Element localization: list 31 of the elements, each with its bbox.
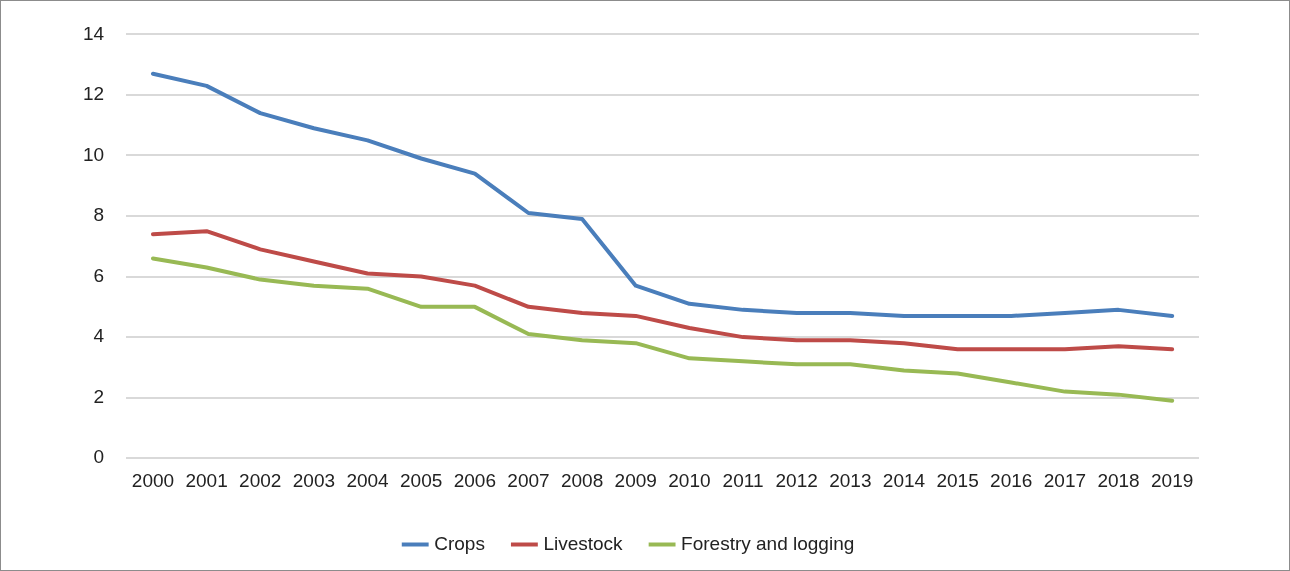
x-tick-label: 2017 (1043, 469, 1087, 491)
x-tick-label: 2018 (1097, 469, 1140, 491)
x-tick-label: 2002 (239, 469, 282, 491)
x-tick-label: 2012 (775, 469, 818, 491)
legend-label: Livestock (543, 532, 624, 554)
x-tick-label: 2015 (936, 469, 979, 491)
y-tick-label: 12 (82, 83, 105, 105)
x-tick-label: 2001 (185, 469, 228, 491)
x-tick-label: 2010 (668, 469, 711, 491)
x-tick-label: 2014 (882, 469, 926, 491)
legend-label: Forestry and logging (681, 532, 855, 554)
y-tick-label: 14 (82, 22, 105, 44)
x-tick-label: 2013 (829, 469, 872, 491)
x-tick-label: 2005 (400, 469, 443, 491)
x-tick-label: 2019 (1151, 469, 1194, 491)
x-tick-label: 2006 (453, 469, 496, 491)
x-tick-label: 2003 (292, 469, 336, 491)
y-tick-label: 10 (82, 143, 105, 165)
x-tick-label: 2007 (507, 469, 550, 491)
x-tick-label: 2000 (131, 469, 175, 491)
y-tick-label: 0 (93, 446, 105, 468)
y-tick-label: 6 (93, 264, 105, 286)
y-tick-label: 2 (93, 385, 105, 407)
x-tick-label: 2016 (990, 469, 1033, 491)
x-tick-label: 2009 (614, 469, 657, 491)
y-tick-label: 4 (93, 325, 105, 347)
x-tick-label: 2008 (560, 469, 604, 491)
y-tick-label: 8 (93, 204, 105, 226)
x-tick-label: 2011 (722, 469, 764, 491)
x-tick-label: 2004 (346, 469, 390, 491)
legend-label: Crops (434, 532, 485, 554)
